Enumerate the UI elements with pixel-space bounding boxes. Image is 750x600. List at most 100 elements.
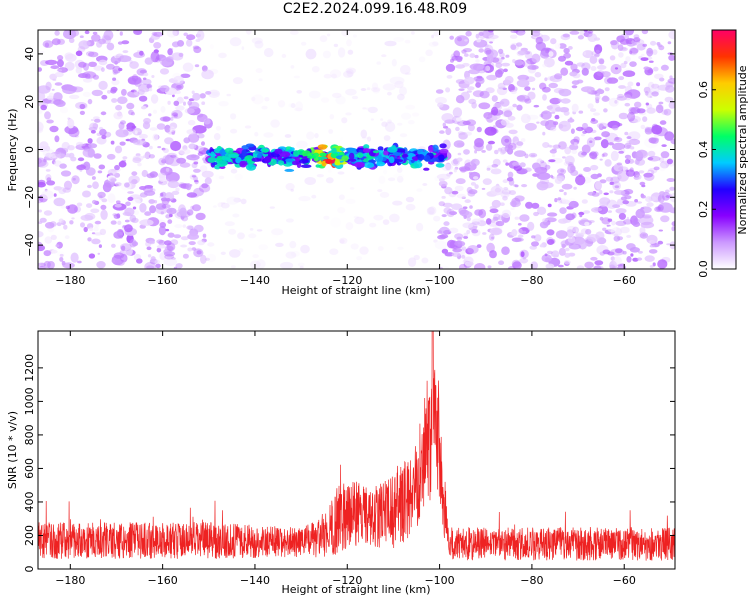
noise-speckle xyxy=(186,154,200,161)
noise-speckle xyxy=(529,245,537,250)
noise-speckle xyxy=(461,255,466,259)
noise-speckle xyxy=(330,217,342,228)
noise-speckle xyxy=(42,40,54,48)
noise-speckle xyxy=(339,137,344,141)
noise-speckle xyxy=(550,174,553,179)
noise-speckle xyxy=(115,104,123,111)
noise-speckle xyxy=(475,59,480,63)
noise-speckle xyxy=(594,207,603,212)
noise-speckle xyxy=(314,133,319,139)
noise-speckle xyxy=(547,144,552,148)
noise-speckle xyxy=(524,153,529,159)
noise-speckle xyxy=(92,31,98,35)
noise-speckle xyxy=(289,30,299,35)
noise-speckle xyxy=(107,168,117,176)
noise-speckle xyxy=(226,196,239,205)
noise-speckle xyxy=(138,133,148,139)
noise-speckle xyxy=(595,49,600,54)
noise-speckle xyxy=(649,265,654,268)
noise-speckle xyxy=(102,182,112,193)
noise-speckle xyxy=(542,131,546,136)
spectrogram-x-axis-label: Height of straight line (km) xyxy=(281,284,430,297)
noise-speckle xyxy=(569,116,573,120)
noise-speckle xyxy=(518,227,530,235)
noise-speckle xyxy=(94,232,103,236)
noise-speckle xyxy=(571,149,578,155)
noise-speckle xyxy=(168,209,173,213)
signal-band-cell xyxy=(321,161,327,167)
snr-x-ticks: −180 −160 −140 −120 −100 −80 −60 xyxy=(55,331,636,587)
noise-speckle xyxy=(150,51,160,63)
noise-speckle xyxy=(158,225,166,236)
noise-speckle xyxy=(510,44,517,50)
noise-speckle xyxy=(568,243,582,250)
noise-speckle xyxy=(130,198,141,204)
noise-speckle xyxy=(453,168,458,173)
noise-speckle xyxy=(594,260,604,266)
noise-speckle xyxy=(491,199,501,208)
noise-speckle xyxy=(203,118,211,125)
noise-speckle xyxy=(122,50,129,54)
noise-speckle xyxy=(285,218,294,223)
noise-speckle xyxy=(616,96,627,101)
noise-speckle xyxy=(539,82,547,90)
signal-band-cell xyxy=(245,163,257,171)
signal-band-cell xyxy=(395,148,406,153)
noise-speckle xyxy=(433,31,440,37)
noise-speckle xyxy=(418,56,426,63)
noise-speckle xyxy=(611,266,619,269)
noise-speckle xyxy=(360,129,368,139)
noise-speckle xyxy=(639,226,646,234)
noise-speckle xyxy=(54,71,64,78)
y-tick-label: 0 xyxy=(23,566,36,573)
noise-speckle xyxy=(323,215,330,220)
noise-speckle xyxy=(599,158,603,161)
noise-speckle xyxy=(557,197,562,201)
noise-speckle xyxy=(261,105,268,110)
noise-speckle xyxy=(43,210,53,216)
noise-speckle xyxy=(161,204,171,209)
noise-speckle xyxy=(542,142,550,148)
noise-speckle xyxy=(486,167,491,171)
noise-speckle xyxy=(534,71,542,78)
noise-speckle xyxy=(586,137,596,148)
noise-speckle xyxy=(602,152,608,157)
noise-speckle xyxy=(644,90,649,96)
signal-band-cell xyxy=(374,154,384,163)
noise-speckle xyxy=(392,200,403,206)
noise-speckle xyxy=(311,194,317,199)
noise-speckle xyxy=(159,175,166,182)
noise-speckle xyxy=(175,187,180,192)
colorbar-ticks: 0.0 0.2 0.4 0.6 xyxy=(697,81,716,278)
noise-speckle xyxy=(652,49,658,55)
noise-speckle xyxy=(350,243,359,250)
noise-speckle xyxy=(60,170,72,177)
noise-speckle xyxy=(382,83,396,91)
signal-band-cell xyxy=(339,147,346,152)
noise-speckle xyxy=(633,218,640,225)
noise-speckle xyxy=(497,214,504,221)
noise-speckle xyxy=(561,199,571,205)
noise-speckle xyxy=(510,207,515,210)
noise-speckle xyxy=(371,82,379,90)
noise-speckle xyxy=(167,100,171,105)
noise-speckle xyxy=(162,148,169,154)
noise-speckle xyxy=(411,31,415,35)
noise-speckle xyxy=(124,219,130,223)
noise-speckle xyxy=(641,184,646,188)
noise-speckle xyxy=(659,161,670,169)
noise-speckle xyxy=(147,254,152,258)
noise-speckle xyxy=(180,73,191,79)
noise-speckle xyxy=(91,238,101,245)
noise-speckle xyxy=(548,159,556,163)
noise-speckle xyxy=(376,61,382,65)
noise-speckle xyxy=(154,57,161,63)
noise-speckle xyxy=(495,69,503,78)
noise-speckle xyxy=(452,107,463,118)
noise-speckle xyxy=(459,263,467,269)
noise-speckle xyxy=(596,122,609,129)
noise-speckle xyxy=(558,114,564,118)
noise-speckle xyxy=(146,265,155,269)
noise-speckle xyxy=(201,101,206,105)
noise-speckle xyxy=(650,40,657,46)
